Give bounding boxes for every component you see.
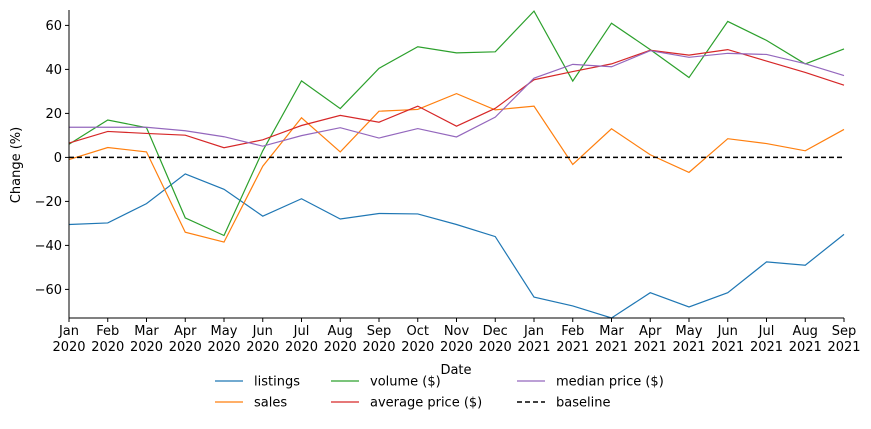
series-line-median-price [69,50,845,147]
legend-label-listings: listings [254,375,300,390]
x-tick-label: Jun 2021 [711,324,744,355]
x-tick-label: Mar 2020 [130,324,163,355]
x-tick-label: Jan 2020 [52,324,85,355]
x-tick-label: Apr 2020 [169,324,202,355]
x-tick-label: Sep 2021 [827,324,860,355]
y-tick-label: 0 [54,151,62,166]
legend-label-average-price: average price ($) [370,396,482,411]
y-axis-label: Change (%) [9,127,24,203]
x-tick-label: Feb 2020 [91,324,124,355]
legend-label-sales: sales [254,396,287,411]
x-tick-label: Jan 2021 [517,324,550,355]
series-line-sales [68,92,845,243]
x-tick-label: Aug 2021 [789,324,822,355]
series-line-average-price [68,48,845,149]
x-tick-label: Jun 2020 [246,324,279,355]
legend-label-baseline: baseline [556,396,610,411]
x-tick-label: Sep 2020 [362,324,395,355]
y-tick-label: 40 [45,63,62,78]
x-tick-label: Jul 2020 [285,324,318,355]
legend: listings sales volume ($) average price ($)… [215,375,664,411]
x-tick-label: Jul 2021 [750,324,783,355]
x-axis-label: Date [440,363,471,378]
series-line-listings [68,173,845,319]
x-tick-label: Apr 2021 [634,324,667,355]
y-tick-label: −20 [35,195,62,210]
y-tick-label: −60 [35,283,62,298]
x-tick-label: Feb 2021 [556,324,589,355]
y-tick-label: 20 [45,107,62,122]
x-tick-label: May 2020 [207,324,240,355]
x-tick-label: Dec 2020 [479,324,512,355]
x-tick-label: May 2021 [672,324,705,355]
series-line-volume [68,10,845,237]
y-tick-label: −40 [35,239,62,254]
legend-label-median-price: median price ($) [556,375,664,390]
plot-area [68,10,845,319]
x-tick-label: Nov 2020 [440,324,473,355]
x-tick-label: Oct 2020 [401,324,434,355]
legend-label-volume: volume ($) [370,375,441,390]
y-tick-label: 60 [45,19,62,34]
x-tick-label: Mar 2021 [595,324,628,355]
x-tick-label: Aug 2020 [324,324,357,355]
